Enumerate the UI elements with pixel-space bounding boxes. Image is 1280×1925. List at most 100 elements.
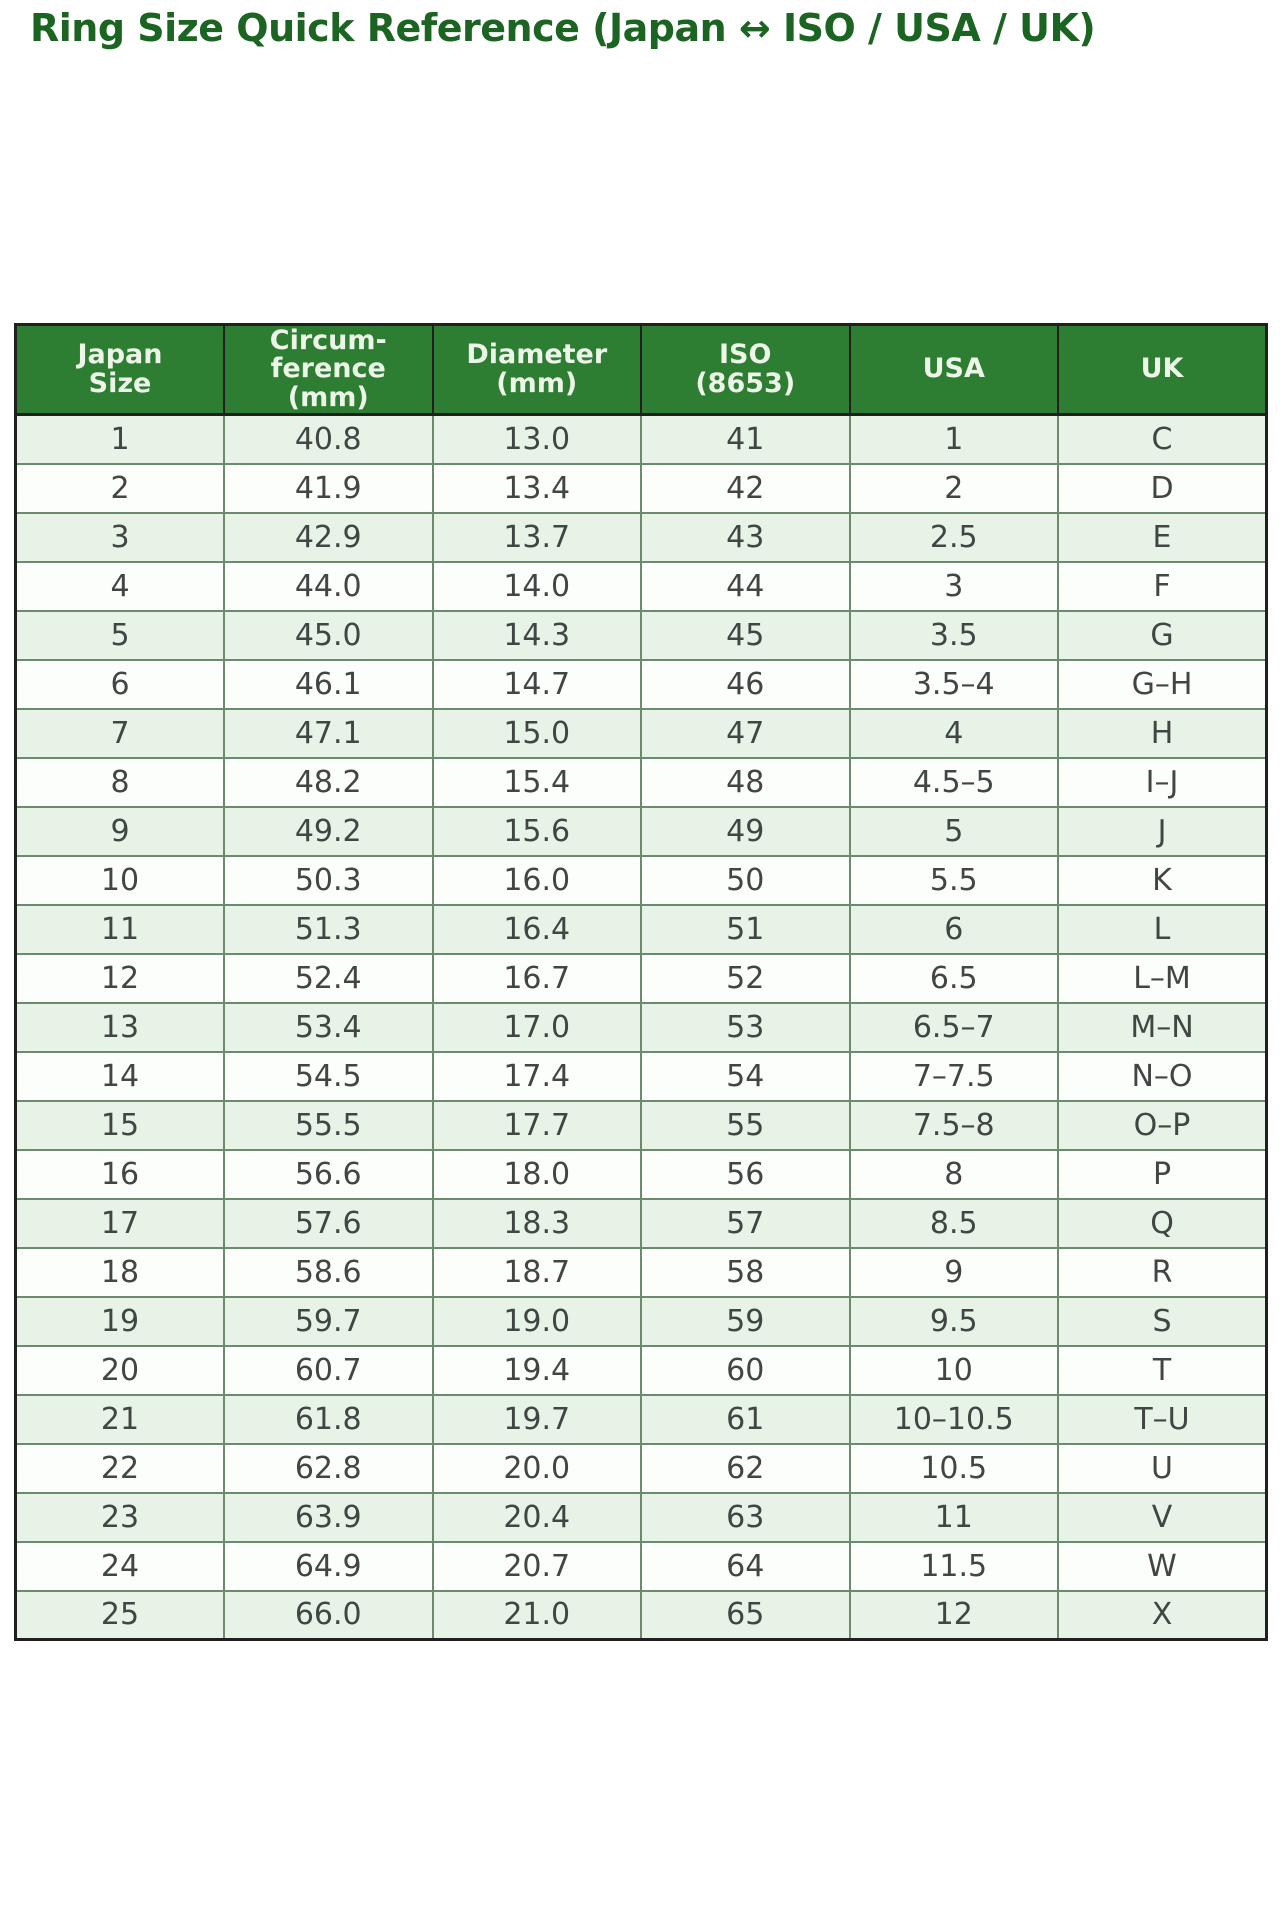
cell-diameter-mm: 13.7 [431,511,642,563]
cell-iso-8653: 42 [640,462,851,514]
cell-usa: 2.5 [848,511,1059,563]
table-body: 1 40.8 13.0 41 1 C 2 41.9 13.4 42 2 D 3 42.9 13.7 43 2.5… [14,413,1268,1641]
col-header-japan-size: Japan Size [14,323,225,417]
table-row: 8 48.2 15.4 48 4.5–5 I–J [14,756,1268,808]
col-header-usa: USA [848,323,1059,417]
cell-uk: L–M [1057,952,1268,1004]
cell-circumference-mm: 42.9 [223,511,434,563]
cell-japan-size: 14 [14,1050,225,1102]
cell-circumference-mm: 61.8 [223,1393,434,1445]
cell-diameter-mm: 19.0 [431,1295,642,1347]
cell-diameter-mm: 16.0 [431,854,642,906]
col-header-circumference-mm: Circum- ference (mm) [223,323,434,417]
cell-japan-size: 18 [14,1246,225,1298]
cell-uk: C [1057,413,1268,465]
cell-iso-8653: 62 [640,1442,851,1494]
cell-circumference-mm: 44.0 [223,560,434,612]
cell-circumference-mm: 41.9 [223,462,434,514]
table-row: 21 61.8 19.7 61 10–10.5 T–U [14,1393,1268,1445]
table-row: 3 42.9 13.7 43 2.5 E [14,511,1268,563]
cell-japan-size: 10 [14,854,225,906]
cell-usa: 3 [848,560,1059,612]
cell-diameter-mm: 17.4 [431,1050,642,1102]
cell-iso-8653: 54 [640,1050,851,1102]
cell-uk: L [1057,903,1268,955]
table-row: 20 60.7 19.4 60 10 T [14,1344,1268,1396]
header-row: Japan Size Circum- ference (mm) Diameter… [14,323,1268,417]
ring-size-table: Japan Size Circum- ference (mm) Diameter… [14,323,1268,1642]
cell-usa: 2 [848,462,1059,514]
cell-usa: 10.5 [848,1442,1059,1494]
col-header-uk: UK [1057,323,1268,417]
cell-usa: 6 [848,903,1059,955]
cell-japan-size: 7 [14,707,225,759]
cell-japan-size: 17 [14,1197,225,1249]
cell-uk: F [1057,560,1268,612]
table-row: 10 50.3 16.0 50 5.5 K [14,854,1268,906]
cell-usa: 3.5–4 [848,658,1059,710]
cell-usa: 3.5 [848,609,1059,661]
cell-circumference-mm: 57.6 [223,1197,434,1249]
cell-japan-size: 1 [14,413,225,465]
cell-iso-8653: 53 [640,1001,851,1053]
cell-japan-size: 19 [14,1295,225,1347]
cell-iso-8653: 55 [640,1099,851,1151]
cell-diameter-mm: 13.0 [431,413,642,465]
cell-iso-8653: 44 [640,560,851,612]
cell-japan-size: 11 [14,903,225,955]
cell-usa: 9.5 [848,1295,1059,1347]
cell-japan-size: 12 [14,952,225,1004]
table-row: 4 44.0 14.0 44 3 F [14,560,1268,612]
cell-japan-size: 22 [14,1442,225,1494]
table-row: 13 53.4 17.0 53 6.5–7 M–N [14,1001,1268,1053]
cell-japan-size: 24 [14,1540,225,1592]
table-row: 22 62.8 20.0 62 10.5 U [14,1442,1268,1494]
cell-circumference-mm: 55.5 [223,1099,434,1151]
cell-usa: 12 [848,1589,1059,1641]
table-row: 15 55.5 17.7 55 7.5–8 O–P [14,1099,1268,1151]
cell-japan-size: 13 [14,1001,225,1053]
cell-usa: 4 [848,707,1059,759]
table-row: 18 58.6 18.7 58 9 R [14,1246,1268,1298]
cell-diameter-mm: 18.7 [431,1246,642,1298]
cell-iso-8653: 61 [640,1393,851,1445]
cell-diameter-mm: 17.7 [431,1099,642,1151]
cell-circumference-mm: 48.2 [223,756,434,808]
cell-iso-8653: 51 [640,903,851,955]
cell-iso-8653: 64 [640,1540,851,1592]
table-row: 25 66.0 21.0 65 12 X [14,1589,1268,1641]
cell-japan-size: 8 [14,756,225,808]
cell-circumference-mm: 54.5 [223,1050,434,1102]
cell-diameter-mm: 15.6 [431,805,642,857]
table-row: 19 59.7 19.0 59 9.5 S [14,1295,1268,1347]
cell-uk: P [1057,1148,1268,1200]
table-row: 1 40.8 13.0 41 1 C [14,413,1268,465]
table-row: 6 46.1 14.7 46 3.5–4 G–H [14,658,1268,710]
cell-japan-size: 5 [14,609,225,661]
cell-circumference-mm: 49.2 [223,805,434,857]
cell-diameter-mm: 14.7 [431,658,642,710]
cell-iso-8653: 56 [640,1148,851,1200]
cell-circumference-mm: 53.4 [223,1001,434,1053]
cell-usa: 11.5 [848,1540,1059,1592]
cell-uk: U [1057,1442,1268,1494]
cell-diameter-mm: 20.4 [431,1491,642,1543]
cell-japan-size: 23 [14,1491,225,1543]
cell-uk: R [1057,1246,1268,1298]
cell-circumference-mm: 52.4 [223,952,434,1004]
cell-uk: D [1057,462,1268,514]
page-title: Ring Size Quick Reference (Japan ↔ ISO /… [30,6,1096,50]
cell-uk: J [1057,805,1268,857]
cell-japan-size: 3 [14,511,225,563]
cell-diameter-mm: 20.0 [431,1442,642,1494]
table-row: 14 54.5 17.4 54 7–7.5 N–O [14,1050,1268,1102]
cell-uk: G [1057,609,1268,661]
cell-diameter-mm: 16.4 [431,903,642,955]
table-header: Japan Size Circum- ference (mm) Diameter… [14,323,1268,417]
cell-uk: S [1057,1295,1268,1347]
cell-usa: 5 [848,805,1059,857]
table-row: 23 63.9 20.4 63 11 V [14,1491,1268,1543]
cell-iso-8653: 50 [640,854,851,906]
cell-usa: 1 [848,413,1059,465]
cell-circumference-mm: 66.0 [223,1589,434,1641]
